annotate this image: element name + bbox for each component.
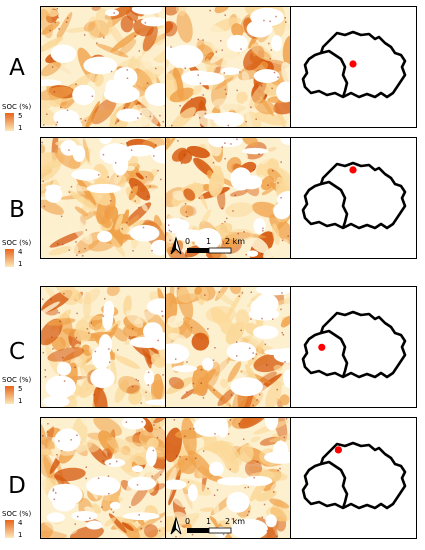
legend-color-ramp <box>5 113 14 131</box>
soc-legend: SOC (%) 4 1 <box>2 239 40 268</box>
district-boundary <box>320 329 349 378</box>
legend-min-value: 1 <box>18 397 23 405</box>
soc-raster <box>166 7 290 127</box>
figure-row-c: C SOC (%) 5 1 <box>0 286 425 408</box>
district-boundary <box>320 49 349 98</box>
row-letter: C <box>8 339 26 365</box>
district-boundary <box>320 460 349 509</box>
soc-raster <box>41 287 165 407</box>
soc-map-right: 0 1 2 km <box>165 417 291 539</box>
scale-bar: 0 1 2 km <box>169 234 289 256</box>
soc-map-left <box>40 417 166 539</box>
scale-bar-segment-2 <box>208 247 232 254</box>
soc-legend: SOC (%) 5 1 <box>2 103 40 132</box>
soc-raster <box>41 418 165 538</box>
legend-color-ramp <box>5 520 14 538</box>
scale-bar-label-zero: 0 <box>185 517 191 526</box>
legend-min-value: 1 <box>18 531 23 539</box>
region-outline <box>301 441 407 510</box>
soc-map-left <box>40 137 166 259</box>
soc-raster <box>166 287 290 407</box>
location-inset-map <box>290 6 417 128</box>
row-letter: B <box>9 197 25 223</box>
scale-bar-label-two: 2 km <box>225 517 246 526</box>
scale-bar-label-zero: 0 <box>185 237 191 246</box>
soc-legend: SOC (%) 5 1 <box>2 376 40 405</box>
figure-row-b: B SOC (%) 4 1 0 1 2 km <box>0 137 425 268</box>
location-inset-map <box>290 286 417 408</box>
soc-legend: SOC (%) 4 1 <box>2 510 40 539</box>
legend-max-value: 5 <box>18 112 23 120</box>
scale-bar-segment-1 <box>187 528 209 533</box>
legend-color-ramp <box>5 249 14 267</box>
legend-title: SOC (%) <box>2 510 32 518</box>
scale-bar: 0 1 2 km <box>169 514 289 536</box>
soc-map-left <box>40 6 166 128</box>
legend-color-ramp <box>5 386 14 404</box>
legend-min-value: 1 <box>18 260 23 268</box>
location-marker <box>349 166 357 174</box>
figure-row-a: A SOC (%) 5 1 <box>0 6 425 132</box>
soc-map-left <box>40 286 166 408</box>
location-inset-map <box>290 417 417 539</box>
scale-bar-label-one: 1 <box>206 517 212 526</box>
soc-map-right <box>165 286 291 408</box>
legend-min-value: 1 <box>18 124 23 132</box>
region-outline <box>301 310 407 379</box>
scale-bar-label-one: 1 <box>206 237 212 246</box>
soc-map-right: 0 1 2 km <box>165 137 291 259</box>
soc-raster <box>41 7 165 127</box>
scale-bar-label-two: 2 km <box>225 237 246 246</box>
legend-title: SOC (%) <box>2 103 32 111</box>
legend-title: SOC (%) <box>2 376 32 384</box>
region-outline <box>301 30 407 99</box>
soc-map-right <box>165 6 291 128</box>
legend-max-value: 5 <box>18 385 23 393</box>
soc-raster <box>41 138 165 258</box>
soc-raster <box>166 138 290 258</box>
scale-bar-segment-1 <box>187 248 209 253</box>
soc-raster <box>166 418 290 538</box>
district-boundary <box>320 180 349 229</box>
location-inset-map <box>290 137 417 259</box>
figure-row-d: D SOC (%) 4 1 0 1 2 km <box>0 417 425 539</box>
location-marker <box>349 60 357 68</box>
scale-bar-segment-2 <box>208 527 232 534</box>
legend-max-value: 4 <box>18 519 23 527</box>
row-letter: A <box>9 55 25 81</box>
location-marker <box>334 446 342 454</box>
region-outline <box>301 161 407 230</box>
location-marker <box>318 343 326 351</box>
legend-max-value: 4 <box>18 248 23 256</box>
row-letter: D <box>8 473 26 499</box>
legend-title: SOC (%) <box>2 239 32 247</box>
